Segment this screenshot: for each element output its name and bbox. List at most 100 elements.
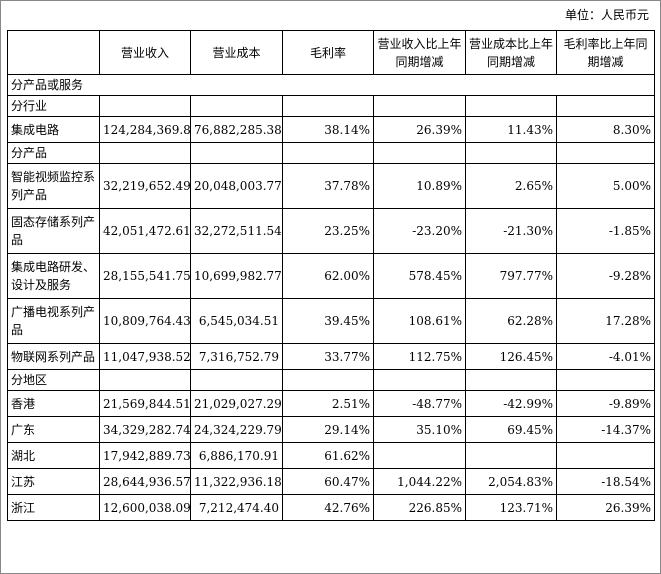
- cell-margin: 42.76%: [282, 494, 374, 521]
- cell-revenue: 21,569,844.51: [99, 390, 191, 417]
- cell-margin: 60.47%: [282, 468, 374, 495]
- cell-margin-yoy: -9.89%: [556, 390, 655, 417]
- section-label: 分行业: [7, 95, 100, 117]
- cell-revenue-yoy: 108.61%: [373, 298, 466, 344]
- table-row: 浙江 12,600,038.09 7,212,474.40 42.76% 226.85%…: [7, 494, 655, 521]
- table-row: 智能视频监控系列产品 32,219,652.49 20,048,003.77 37.7…: [7, 163, 655, 209]
- empty-cell: [465, 142, 557, 164]
- cell-margin: 38.14%: [282, 116, 374, 143]
- cell-revenue: 12,600,038.09: [99, 494, 191, 521]
- cell-cost-yoy: 69.45%: [465, 416, 557, 443]
- section-label: 分地区: [7, 369, 100, 391]
- cell-revenue: 11,047,938.52: [99, 343, 191, 370]
- cell-cost-yoy: 2,054.83%: [465, 468, 557, 495]
- empty-cell: [190, 95, 283, 117]
- section-title: 分产品或服务: [7, 74, 655, 96]
- cell-cost-yoy: 797.77%: [465, 253, 557, 299]
- cell-revenue-yoy: 226.85%: [373, 494, 466, 521]
- cell-revenue: 28,155,541.75: [99, 253, 191, 299]
- row-label: 广播电视系列产品: [7, 298, 100, 344]
- section-row: 分产品: [7, 142, 655, 164]
- cell-margin: 33.77%: [282, 343, 374, 370]
- cell-cost-yoy: 2.65%: [465, 163, 557, 209]
- row-label: 浙江: [7, 494, 100, 521]
- cell-revenue: 124,284,369.80: [99, 116, 191, 143]
- cell-revenue: 32,219,652.49: [99, 163, 191, 209]
- cell-cost: 21,029,027.29: [190, 390, 283, 417]
- header-blank: [7, 30, 100, 75]
- cell-margin-yoy: 26.39%: [556, 494, 655, 521]
- cell-cost-yoy: 126.45%: [465, 343, 557, 370]
- cell-revenue-yoy: 578.45%: [373, 253, 466, 299]
- header-cost-yoy: 营业成本比上年同期增减: [465, 30, 557, 75]
- row-label: 物联网系列产品: [7, 343, 100, 370]
- section-row: 分地区: [7, 369, 655, 391]
- cell-cost: 24,324,229.79: [190, 416, 283, 443]
- cell-margin-yoy: 5.00%: [556, 163, 655, 209]
- cell-margin: 39.45%: [282, 298, 374, 344]
- table-row: 集成电路 124,284,369.80 76,882,285.38 38.14% 26.…: [7, 116, 655, 143]
- section-row: 分行业: [7, 95, 655, 117]
- row-label: 江苏: [7, 468, 100, 495]
- cell-margin: 2.51%: [282, 390, 374, 417]
- empty-cell: [373, 142, 466, 164]
- empty-cell: [99, 369, 191, 391]
- header-margin: 毛利率: [282, 30, 374, 75]
- cell-revenue-yoy: 112.75%: [373, 343, 466, 370]
- cell-revenue: 28,644,936.57: [99, 468, 191, 495]
- empty-cell: [465, 95, 557, 117]
- empty-cell: [556, 95, 655, 117]
- row-label: 集成电路研发、设计及服务: [7, 253, 100, 299]
- row-label: 湖北: [7, 442, 100, 469]
- header-revenue-yoy: 营业收入比上年同期增减: [373, 30, 466, 75]
- empty-cell: [282, 95, 374, 117]
- cell-cost-yoy: 62.28%: [465, 298, 557, 344]
- cell-cost-yoy: 11.43%: [465, 116, 557, 143]
- cell-margin-yoy: -9.28%: [556, 253, 655, 299]
- cell-revenue-yoy: 26.39%: [373, 116, 466, 143]
- cell-margin: 29.14%: [282, 416, 374, 443]
- empty-cell: [99, 142, 191, 164]
- header-row: 营业收入 营业成本 毛利率 营业收入比上年同期增减 营业成本比上年同期增减 毛利…: [7, 30, 655, 75]
- cell-revenue: 34,329,282.74: [99, 416, 191, 443]
- empty-cell: [373, 369, 466, 391]
- cell-revenue: 10,809,764.43: [99, 298, 191, 344]
- cell-margin: 23.25%: [282, 208, 374, 254]
- empty-cell: [99, 95, 191, 117]
- cell-cost: 7,316,752.79: [190, 343, 283, 370]
- cell-cost-yoy: -21.30%: [465, 208, 557, 254]
- cell-margin: 61.62%: [282, 442, 374, 469]
- cell-cost-yoy: 123.71%: [465, 494, 557, 521]
- empty-cell: [282, 142, 374, 164]
- cell-margin-yoy: 8.30%: [556, 116, 655, 143]
- cell-cost-yoy: [465, 442, 557, 469]
- row-label: 固态存储系列产品: [7, 208, 100, 254]
- cell-revenue-yoy: -48.77%: [373, 390, 466, 417]
- row-label: 智能视频监控系列产品: [7, 163, 100, 209]
- cell-cost: 32,272,511.54: [190, 208, 283, 254]
- cell-revenue-yoy: 1,044.22%: [373, 468, 466, 495]
- table-row: 香港 21,569,844.51 21,029,027.29 2.51% -48.77%…: [7, 390, 655, 417]
- cell-revenue: 42,051,472.61: [99, 208, 191, 254]
- table-row: 物联网系列产品 11,047,938.52 7,316,752.79 33.77% 11…: [7, 343, 655, 370]
- cell-margin-yoy: -18.54%: [556, 468, 655, 495]
- empty-cell: [465, 369, 557, 391]
- revenue-breakdown-table: 营业收入 营业成本 毛利率 营业收入比上年同期增减 营业成本比上年同期增减 毛利…: [7, 30, 655, 521]
- cell-cost-yoy: -42.99%: [465, 390, 557, 417]
- cell-cost: 20,048,003.77: [190, 163, 283, 209]
- header-cost: 营业成本: [190, 30, 283, 75]
- empty-cell: [282, 369, 374, 391]
- row-label: 广东: [7, 416, 100, 443]
- cell-cost: 7,212,474.40: [190, 494, 283, 521]
- empty-cell: [556, 142, 655, 164]
- cell-margin: 37.78%: [282, 163, 374, 209]
- table-row: 集成电路研发、设计及服务 28,155,541.75 10,699,982.77 62…: [7, 253, 655, 299]
- cell-margin-yoy: -1.85%: [556, 208, 655, 254]
- header-margin-yoy: 毛利率比上年同期增减: [556, 30, 655, 75]
- cell-cost: 6,545,034.51: [190, 298, 283, 344]
- empty-cell: [190, 142, 283, 164]
- cell-cost: 10,699,982.77: [190, 253, 283, 299]
- table-row: 固态存储系列产品 42,051,472.61 32,272,511.54 23.25%…: [7, 208, 655, 254]
- cell-margin-yoy: -14.37%: [556, 416, 655, 443]
- table-row: 广东 34,329,282.74 24,324,229.79 29.14% 35.10%…: [7, 416, 655, 443]
